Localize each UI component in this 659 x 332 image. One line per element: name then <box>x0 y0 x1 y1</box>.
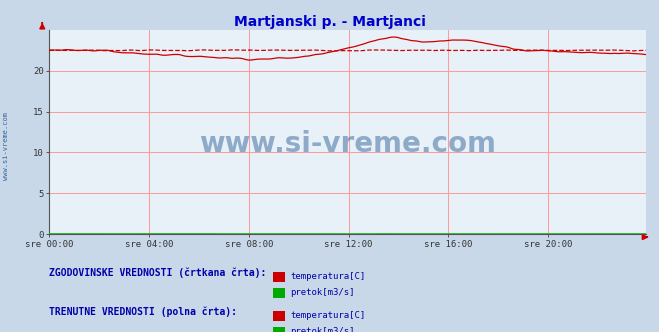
Text: www.si-vreme.com: www.si-vreme.com <box>3 112 9 180</box>
Text: temperatura[C]: temperatura[C] <box>291 311 366 320</box>
Text: pretok[m3/s]: pretok[m3/s] <box>291 288 355 297</box>
Text: www.si-vreme.com: www.si-vreme.com <box>199 130 496 158</box>
Text: pretok[m3/s]: pretok[m3/s] <box>291 327 355 332</box>
Text: ZGODOVINSKE VREDNOSTI (črtkana črta):: ZGODOVINSKE VREDNOSTI (črtkana črta): <box>49 267 267 278</box>
Text: Martjanski p. - Martjanci: Martjanski p. - Martjanci <box>233 15 426 29</box>
Text: TRENUTNE VREDNOSTI (polna črta):: TRENUTNE VREDNOSTI (polna črta): <box>49 306 237 317</box>
Text: temperatura[C]: temperatura[C] <box>291 272 366 281</box>
